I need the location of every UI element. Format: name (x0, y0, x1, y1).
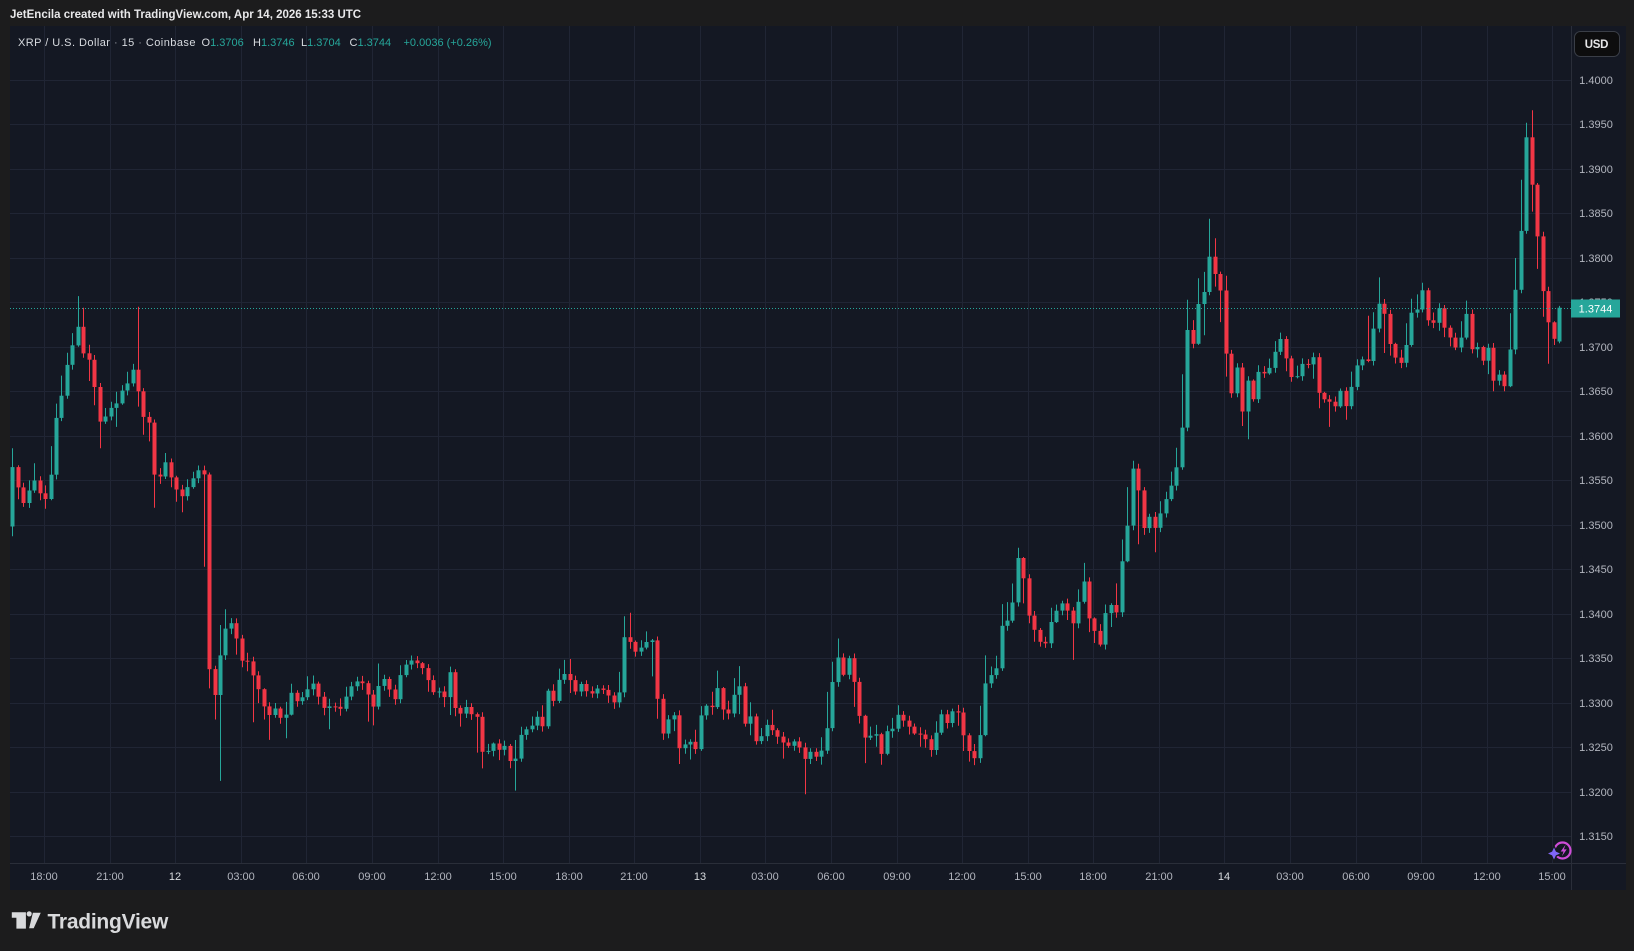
svg-text:13: 13 (694, 871, 706, 883)
svg-text:18:00: 18:00 (555, 871, 583, 883)
svg-text:12:00: 12:00 (1473, 871, 1501, 883)
svg-text:1.3200: 1.3200 (1579, 787, 1613, 799)
svg-text:O1.3706: O1.3706 (202, 37, 244, 49)
svg-text:TradingView: TradingView (48, 910, 169, 933)
svg-text:12:00: 12:00 (948, 871, 976, 883)
svg-text:1.3700: 1.3700 (1579, 342, 1613, 354)
svg-text:15:00: 15:00 (1014, 871, 1042, 883)
svg-text:15:00: 15:00 (1538, 871, 1566, 883)
svg-text:03:00: 03:00 (227, 871, 255, 883)
svg-text:21:00: 21:00 (96, 871, 124, 883)
svg-text:XRP / U.S. Dollar · 15 · Coinb: XRP / U.S. Dollar · 15 · Coinbase (18, 37, 196, 49)
svg-text:1.3850: 1.3850 (1579, 208, 1613, 220)
svg-text:JetEncila created with Trading: JetEncila created with TradingView.com, … (10, 9, 361, 21)
svg-text:1.3744: 1.3744 (1579, 304, 1613, 316)
svg-text:06:00: 06:00 (292, 871, 320, 883)
svg-text:06:00: 06:00 (817, 871, 845, 883)
svg-text:18:00: 18:00 (30, 871, 58, 883)
svg-text:06:00: 06:00 (1342, 871, 1370, 883)
svg-text:03:00: 03:00 (1276, 871, 1304, 883)
svg-text:12: 12 (169, 871, 181, 883)
svg-text:18:00: 18:00 (1079, 871, 1107, 883)
svg-text:21:00: 21:00 (1145, 871, 1173, 883)
svg-text:1.3400: 1.3400 (1579, 609, 1613, 621)
svg-text:03:00: 03:00 (751, 871, 779, 883)
svg-text:1.3450: 1.3450 (1579, 564, 1613, 576)
svg-text:1.3900: 1.3900 (1579, 164, 1613, 176)
svg-text:09:00: 09:00 (883, 871, 911, 883)
svg-text:1.3600: 1.3600 (1579, 431, 1613, 443)
svg-text:15:00: 15:00 (489, 871, 517, 883)
svg-text:1.3550: 1.3550 (1579, 475, 1613, 487)
svg-text:USD: USD (1585, 39, 1608, 51)
svg-text:1.3650: 1.3650 (1579, 386, 1613, 398)
svg-text:14: 14 (1218, 871, 1230, 883)
svg-text:+0.0036 (+0.26%): +0.0036 (+0.26%) (404, 37, 492, 49)
svg-text:1.3300: 1.3300 (1579, 698, 1613, 710)
svg-text:1.3500: 1.3500 (1579, 520, 1613, 532)
svg-text:1.3250: 1.3250 (1579, 742, 1613, 754)
svg-text:09:00: 09:00 (1407, 871, 1435, 883)
svg-text:1.3150: 1.3150 (1579, 831, 1613, 843)
svg-text:1.3800: 1.3800 (1579, 253, 1613, 265)
svg-text:C1.3744: C1.3744 (350, 37, 392, 49)
svg-text:12:00: 12:00 (424, 871, 452, 883)
svg-text:09:00: 09:00 (358, 871, 386, 883)
svg-text:21:00: 21:00 (620, 871, 648, 883)
svg-text:H1.3746: H1.3746 (253, 37, 295, 49)
svg-text:1.4000: 1.4000 (1579, 75, 1613, 87)
svg-text:1.3350: 1.3350 (1579, 653, 1613, 665)
svg-text:L1.3704: L1.3704 (301, 37, 341, 49)
svg-text:1.3950: 1.3950 (1579, 119, 1613, 131)
